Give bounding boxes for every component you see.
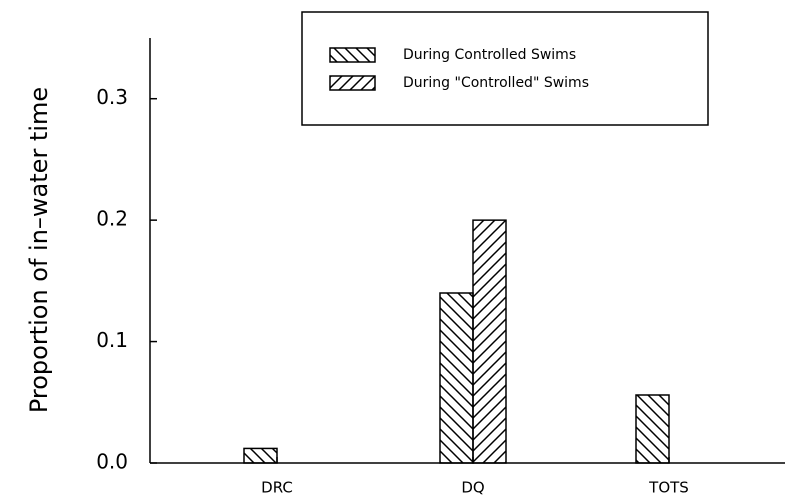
x-tick-label: DRC [261, 479, 293, 497]
bar [472, 219, 507, 464]
bar [243, 447, 278, 464]
bar [635, 394, 670, 464]
legend-swatch [329, 47, 376, 63]
legend-label: During Controlled Swims [403, 47, 576, 63]
legend-box [301, 11, 709, 126]
y-tick-label: 0.0 [96, 450, 128, 474]
legend-label: During "Controlled" Swims [403, 75, 589, 91]
legend-swatch [329, 75, 376, 91]
x-tick-label: DQ [461, 479, 484, 497]
y-tick-label: 0.2 [96, 207, 128, 231]
x-tick-label: TOTS [648, 479, 689, 497]
y-tick-label: 0.3 [96, 85, 128, 109]
y-axis-label: Proportion of in–water time [25, 87, 53, 413]
y-tick-label: 0.1 [96, 328, 128, 352]
bar [439, 292, 474, 464]
